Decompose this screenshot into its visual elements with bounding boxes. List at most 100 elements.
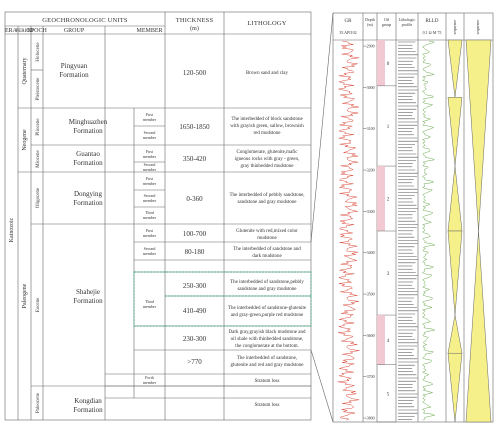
- oil-group-fill: [377, 40, 385, 86]
- lithology-s3b: The interbedded of sandstone-glutenite an…: [228, 306, 307, 318]
- member-shahejie-second: Second member: [143, 246, 157, 256]
- oil-group-label: 0: [387, 62, 390, 67]
- depth-label: -3700: [365, 374, 374, 379]
- thickness-s3b: 410-490: [183, 307, 207, 315]
- header-epoch: EPOCH: [27, 28, 47, 34]
- epoch-eocene: Eocene: [36, 297, 41, 312]
- depth-label: -3300: [365, 209, 374, 214]
- oil-group-fill: [377, 166, 385, 231]
- header-era: ERA: [5, 28, 18, 34]
- sequence-triangle: [447, 314, 463, 354]
- lithology-kongdian: Stratum loss: [255, 403, 280, 408]
- oil-group-label: 5: [387, 392, 390, 397]
- depth-label: -3100: [365, 126, 374, 131]
- oil-group-header: Oil group: [382, 17, 391, 27]
- depth-label: -3600: [365, 333, 374, 338]
- rlld-scale: 0.1 Ω·M 75: [423, 30, 442, 35]
- sequence-triangle-large: [465, 230, 492, 423]
- member-shahejie-first: First member: [143, 228, 157, 238]
- thickness-s3a: 250-300: [183, 282, 207, 290]
- epoch-pliocene: Pliocene: [36, 118, 41, 136]
- period-quaternary: Quaternary: [22, 58, 28, 85]
- thickness-s3c: 230-300: [183, 335, 207, 343]
- period-paleogene: Paleogene: [22, 283, 28, 308]
- thickness-s1: 100-700: [183, 230, 207, 238]
- member-shahejie-third: Third member: [143, 299, 157, 309]
- lithology-minghuazhen: The interbedded of block sandstone with g…: [230, 117, 304, 136]
- third-member-highlight: [133, 271, 312, 327]
- lithology-s3c: Dark gray,grayish black mudstone and oil …: [228, 330, 306, 349]
- connector-lines: [310, 12, 334, 423]
- header-geochronologic-units: GEOCHRONOLOGIC UNITS: [42, 17, 128, 24]
- formation-kongdian: Kongdian Formation: [73, 397, 103, 414]
- formation-pingyuan: Pingyuan Formation: [59, 62, 89, 79]
- lithology-guantao: Conglomerate, glutenite,mafic igneous roc…: [235, 150, 299, 169]
- rlld-curve: [421, 40, 436, 421]
- lithology-s2: The interbedded of sandstone and dark mud…: [233, 247, 301, 259]
- formation-minghuazhen: Minghuazhen Formation: [69, 118, 108, 135]
- member-dongying-third: Third member: [143, 210, 157, 220]
- sequence-header-2: sequence: [475, 19, 480, 34]
- thickness-s4: >770: [187, 358, 202, 366]
- sequence-triangle: [447, 230, 463, 316]
- depth-label: -3000: [365, 85, 374, 90]
- depth-label: -3400: [365, 250, 374, 255]
- header-period: PERIOD: [15, 29, 33, 34]
- lithology-s3a: The interbedded of sandstone,pebbly sands…: [230, 280, 304, 292]
- era-label: Kainozoic: [9, 217, 15, 242]
- period-neogene: Neogene: [22, 129, 28, 151]
- depth-label: -3200: [365, 168, 374, 173]
- oil-group-label: 2: [387, 198, 390, 203]
- header-group: GROUP: [64, 28, 85, 34]
- depth-label: -3500: [365, 292, 374, 297]
- member-shahejie-forth: Forth member: [143, 375, 157, 385]
- sequence-triangle: [447, 39, 463, 98]
- member-guantao-second: Second member: [143, 162, 157, 172]
- formation-guantao: Guantao Formation: [73, 150, 103, 167]
- member-dongying-first: First member: [143, 176, 157, 186]
- lithologic-profile-header: Lithologic profile: [399, 17, 416, 27]
- sequence-header-1: sequence: [452, 19, 457, 34]
- gr-header: GR: [345, 19, 353, 24]
- gr-scale: 35 API102: [339, 30, 356, 35]
- header-lithology: LITHOLOGY: [247, 20, 286, 27]
- epoch-paleocene: Paleocene: [36, 392, 41, 413]
- thickness-minghuazhen: 1650-1850: [179, 123, 210, 131]
- header-thickness-unit: (m): [190, 25, 199, 32]
- depth-label: -3800: [365, 416, 374, 421]
- header-member: MEMBER: [136, 28, 162, 34]
- oil-group-label: 1: [387, 125, 390, 130]
- rlld-header: RLLD: [425, 19, 438, 24]
- member-dongying-second: Second member: [143, 193, 157, 203]
- lithology-s1: Glutenite with red,mixed color mudstone: [236, 229, 298, 241]
- oil-group-label: 4: [387, 339, 390, 344]
- depth-header: Depth (m): [365, 17, 375, 27]
- header-thickness: THICKNESS: [176, 17, 214, 24]
- oil-group-fill: [377, 315, 385, 365]
- member-guantao-first: First member: [143, 149, 157, 159]
- thickness-pingyuan: 120-500: [183, 69, 207, 77]
- member-minghuazhen-first: First member: [143, 112, 157, 122]
- sequence-triangle-large: [465, 39, 492, 232]
- lithology-s4a: The interbedded of sandstone, glutenite a…: [231, 356, 305, 368]
- gr-curve: [337, 40, 360, 421]
- lithology-pingyuan: Brown sand and clay: [246, 71, 289, 76]
- oil-group-label: 3: [387, 272, 390, 277]
- epoch-pleistocene: Pleistocene: [36, 77, 41, 101]
- formation-shahejie: Shahejie Formation: [73, 288, 103, 305]
- member-minghuazhen-second: Second member: [143, 130, 157, 140]
- sequence-triangle: [447, 97, 463, 167]
- epoch-oligocene: Oligocene: [36, 187, 41, 208]
- log-graphics: -2900 -3000 -3100 -3200 -3300 -3400 -3500 -3600…: [337, 39, 492, 423]
- thickness-guantao: 350-420: [183, 155, 207, 163]
- sequence-triangle: [447, 352, 463, 423]
- lithology-s4b: Stratum loss: [255, 379, 280, 384]
- epoch-holocene: Holocene: [36, 42, 41, 62]
- thickness-dongying: 0-360: [186, 195, 203, 203]
- thickness-s2: 80-180: [185, 248, 205, 256]
- lithology-dongying: The interbedded of pebbly sandstone, sand…: [229, 193, 304, 205]
- depth-label: -2900: [365, 44, 374, 49]
- epoch-miocene: Miocene: [36, 149, 41, 167]
- formation-dongying: Dongying Formation: [73, 190, 103, 207]
